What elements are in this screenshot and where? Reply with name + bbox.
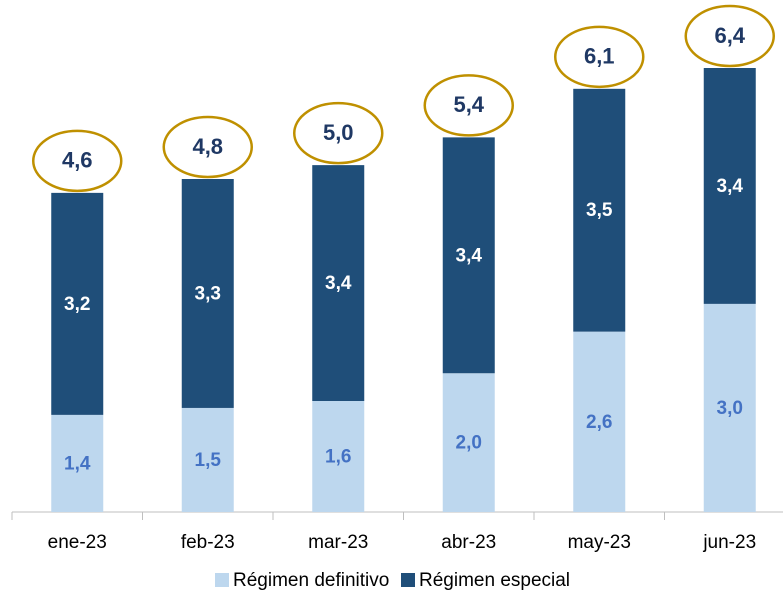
bar-segment xyxy=(51,414,104,512)
value-label: 1,4 xyxy=(64,453,91,474)
x-tick-label: mar-23 xyxy=(308,532,368,553)
total-circle xyxy=(162,115,253,179)
bar-segment xyxy=(703,303,756,512)
value-label: 3,4 xyxy=(456,245,483,266)
x-tick-label: abr-23 xyxy=(441,532,496,553)
value-label: 3,4 xyxy=(325,273,352,294)
bar-segment xyxy=(573,88,626,332)
bar-segment xyxy=(181,407,234,512)
total-circle xyxy=(423,74,514,137)
total-circle xyxy=(684,4,775,68)
total-label: 5,4 xyxy=(453,92,484,117)
value-label: 1,5 xyxy=(195,450,222,471)
bar-segment xyxy=(312,401,365,512)
legend-swatch xyxy=(401,573,415,587)
x-tick-label: feb-23 xyxy=(181,532,235,553)
x-tick-label: ene-23 xyxy=(48,532,107,553)
bar-segment xyxy=(442,373,495,512)
legend-label: Régimen definitivo xyxy=(233,570,389,591)
total-circle xyxy=(554,25,645,89)
legend-swatch xyxy=(215,573,229,587)
bar-segment xyxy=(312,165,365,401)
total-label: 4,6 xyxy=(62,148,93,173)
total-label: 5,0 xyxy=(323,120,354,145)
value-label: 3,3 xyxy=(195,283,221,304)
legend-label: Régimen especial xyxy=(419,570,570,591)
value-label: 3,2 xyxy=(64,294,90,315)
x-tick-label: may-23 xyxy=(568,532,631,553)
bar-segment xyxy=(442,137,495,374)
value-label: 3,4 xyxy=(717,176,744,197)
total-label: 4,8 xyxy=(192,134,223,159)
total-circle xyxy=(293,101,384,165)
total-label: 6,1 xyxy=(584,44,615,69)
bar-segment xyxy=(703,68,756,304)
x-tick-label: jun-23 xyxy=(702,532,756,553)
value-label: 1,6 xyxy=(325,447,351,468)
total-label: 6,4 xyxy=(714,23,745,48)
total-circle xyxy=(32,129,123,193)
bar-segment xyxy=(573,331,626,512)
bar-segment xyxy=(51,192,104,415)
value-label: 3,5 xyxy=(586,200,613,221)
value-label: 2,0 xyxy=(456,433,482,454)
value-label: 2,6 xyxy=(586,412,612,433)
value-label: 3,0 xyxy=(717,398,743,419)
bar-segment xyxy=(181,179,234,408)
